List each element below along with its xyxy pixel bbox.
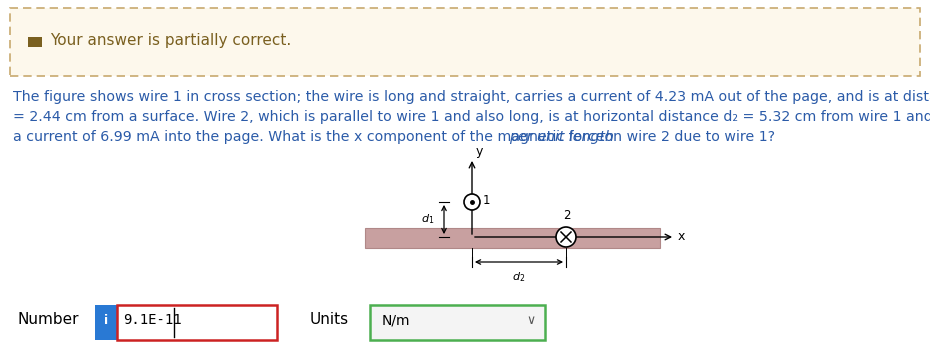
Text: Number: Number: [18, 313, 79, 328]
Text: ∨: ∨: [526, 314, 536, 328]
Text: Units: Units: [310, 313, 349, 328]
Text: i: i: [104, 314, 108, 326]
FancyBboxPatch shape: [10, 8, 920, 76]
Text: The figure shows wire 1 in cross section; the wire is long and straight, carries: The figure shows wire 1 in cross section…: [13, 90, 930, 104]
Text: a current of 6.99 mA into the page. What is the x component of the magnetic forc: a current of 6.99 mA into the page. What…: [13, 130, 609, 144]
Bar: [370, 305, 545, 340]
Text: y: y: [476, 145, 484, 158]
Text: x: x: [678, 231, 685, 243]
Circle shape: [464, 194, 480, 210]
Bar: [28, 37, 42, 47]
Text: N/m: N/m: [382, 313, 410, 327]
Text: 1: 1: [483, 194, 490, 207]
Text: on wire 2 due to wire 1?: on wire 2 due to wire 1?: [600, 130, 775, 144]
Text: Your answer is partially correct.: Your answer is partially correct.: [50, 34, 291, 48]
Bar: [95, 305, 117, 340]
Bar: [365, 228, 660, 248]
Circle shape: [556, 227, 576, 247]
Text: 9.1E-11: 9.1E-11: [123, 313, 181, 327]
Text: per unit length: per unit length: [509, 130, 614, 144]
Text: 2: 2: [563, 209, 570, 222]
Text: $d_2$: $d_2$: [512, 270, 525, 284]
Text: $d_1$: $d_1$: [420, 213, 434, 226]
Bar: [117, 305, 277, 340]
Text: = 2.44 cm from a surface. Wire 2, which is parallel to wire 1 and also long, is : = 2.44 cm from a surface. Wire 2, which …: [13, 110, 930, 124]
